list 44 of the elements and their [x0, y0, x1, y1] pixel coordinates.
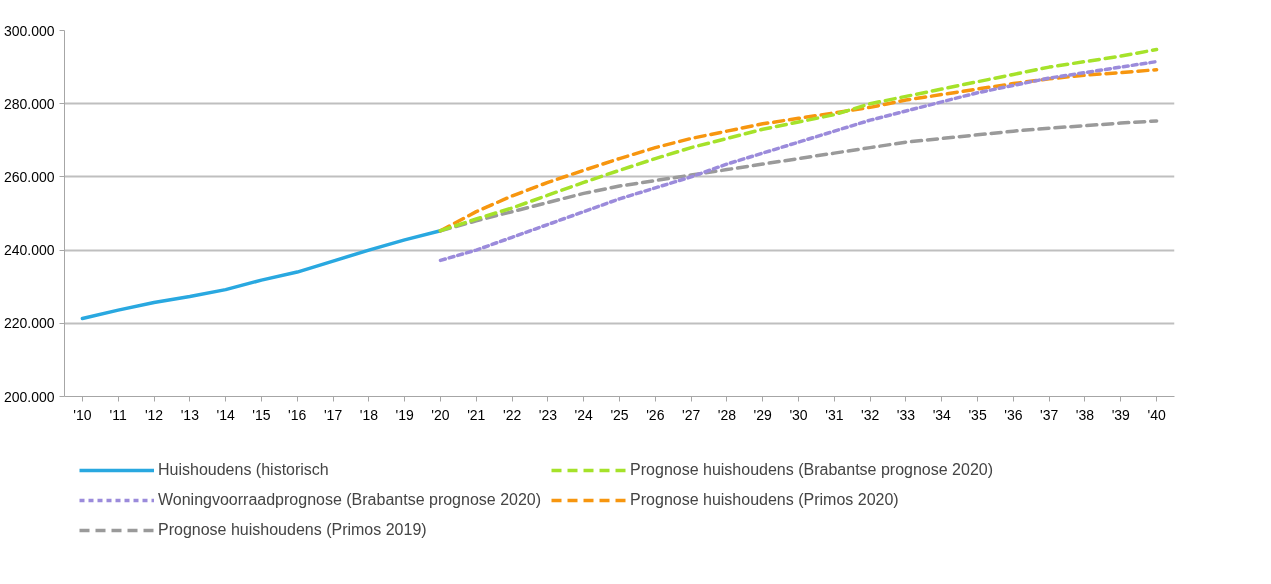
x-tick-label: '16: [288, 406, 307, 423]
x-tick-label: '30: [789, 406, 808, 423]
x-tick-label: '14: [216, 406, 235, 423]
line-series: [80, 228, 443, 321]
y-tick-label: 240.000: [3, 242, 55, 259]
legend-label: Prognose huishoudens (Primos 2020): [630, 491, 899, 509]
x-tick-label: '22: [502, 406, 522, 423]
x-tick-label: '25: [610, 406, 629, 423]
legend-label: Huishoudens (historisch: [158, 461, 329, 479]
x-tick-label: '24: [574, 406, 594, 423]
y-tick-label: 280.000: [3, 95, 55, 112]
x-tick-label: '11: [109, 406, 128, 423]
x-tick-label: '26: [646, 406, 665, 423]
x-tick-label: '13: [180, 406, 200, 423]
x-tick-label: '10: [73, 406, 92, 423]
y-tick-label: 220.000: [3, 315, 55, 332]
x-tick-label: '35: [968, 406, 987, 423]
x-tick-label: '38: [1075, 406, 1095, 423]
x-tick-label: '34: [932, 406, 952, 423]
y-tick-label: 260.000: [3, 168, 55, 185]
line-series: [438, 59, 1159, 263]
legend-label: Prognose huishoudens (Brabantse prognose 2020): [630, 461, 993, 479]
x-tick-label: '36: [1004, 406, 1023, 423]
x-tick-label: '40: [1147, 406, 1166, 423]
legend-label: Woningvoorraadprognose (Brabantse prognose 2020): [158, 491, 542, 509]
x-tick-label: '12: [144, 406, 164, 423]
y-tick-label: 200.000: [3, 388, 55, 405]
x-tick-label: '31: [825, 406, 844, 423]
x-tick-label: '33: [896, 406, 916, 423]
x-tick-label: '17: [323, 406, 343, 423]
x-tick-label: '18: [359, 406, 379, 423]
y-tick-label: 300.000: [3, 22, 55, 39]
x-tick-label: '37: [1040, 406, 1059, 423]
x-tick-label: '39: [1111, 406, 1131, 423]
legend-label: Prognose huishoudens (Primos 2019): [158, 521, 427, 539]
x-tick-label: '27: [681, 406, 701, 423]
x-tick-label: '19: [395, 406, 414, 423]
x-tick-label: '15: [252, 406, 271, 423]
x-tick-label: '23: [538, 406, 558, 423]
x-tick-label: '29: [753, 406, 773, 423]
x-tick-label: '28: [717, 406, 737, 423]
x-tick-label: '21: [467, 406, 486, 423]
x-tick-label: '32: [861, 406, 880, 423]
x-tick-label: '20: [431, 406, 450, 423]
